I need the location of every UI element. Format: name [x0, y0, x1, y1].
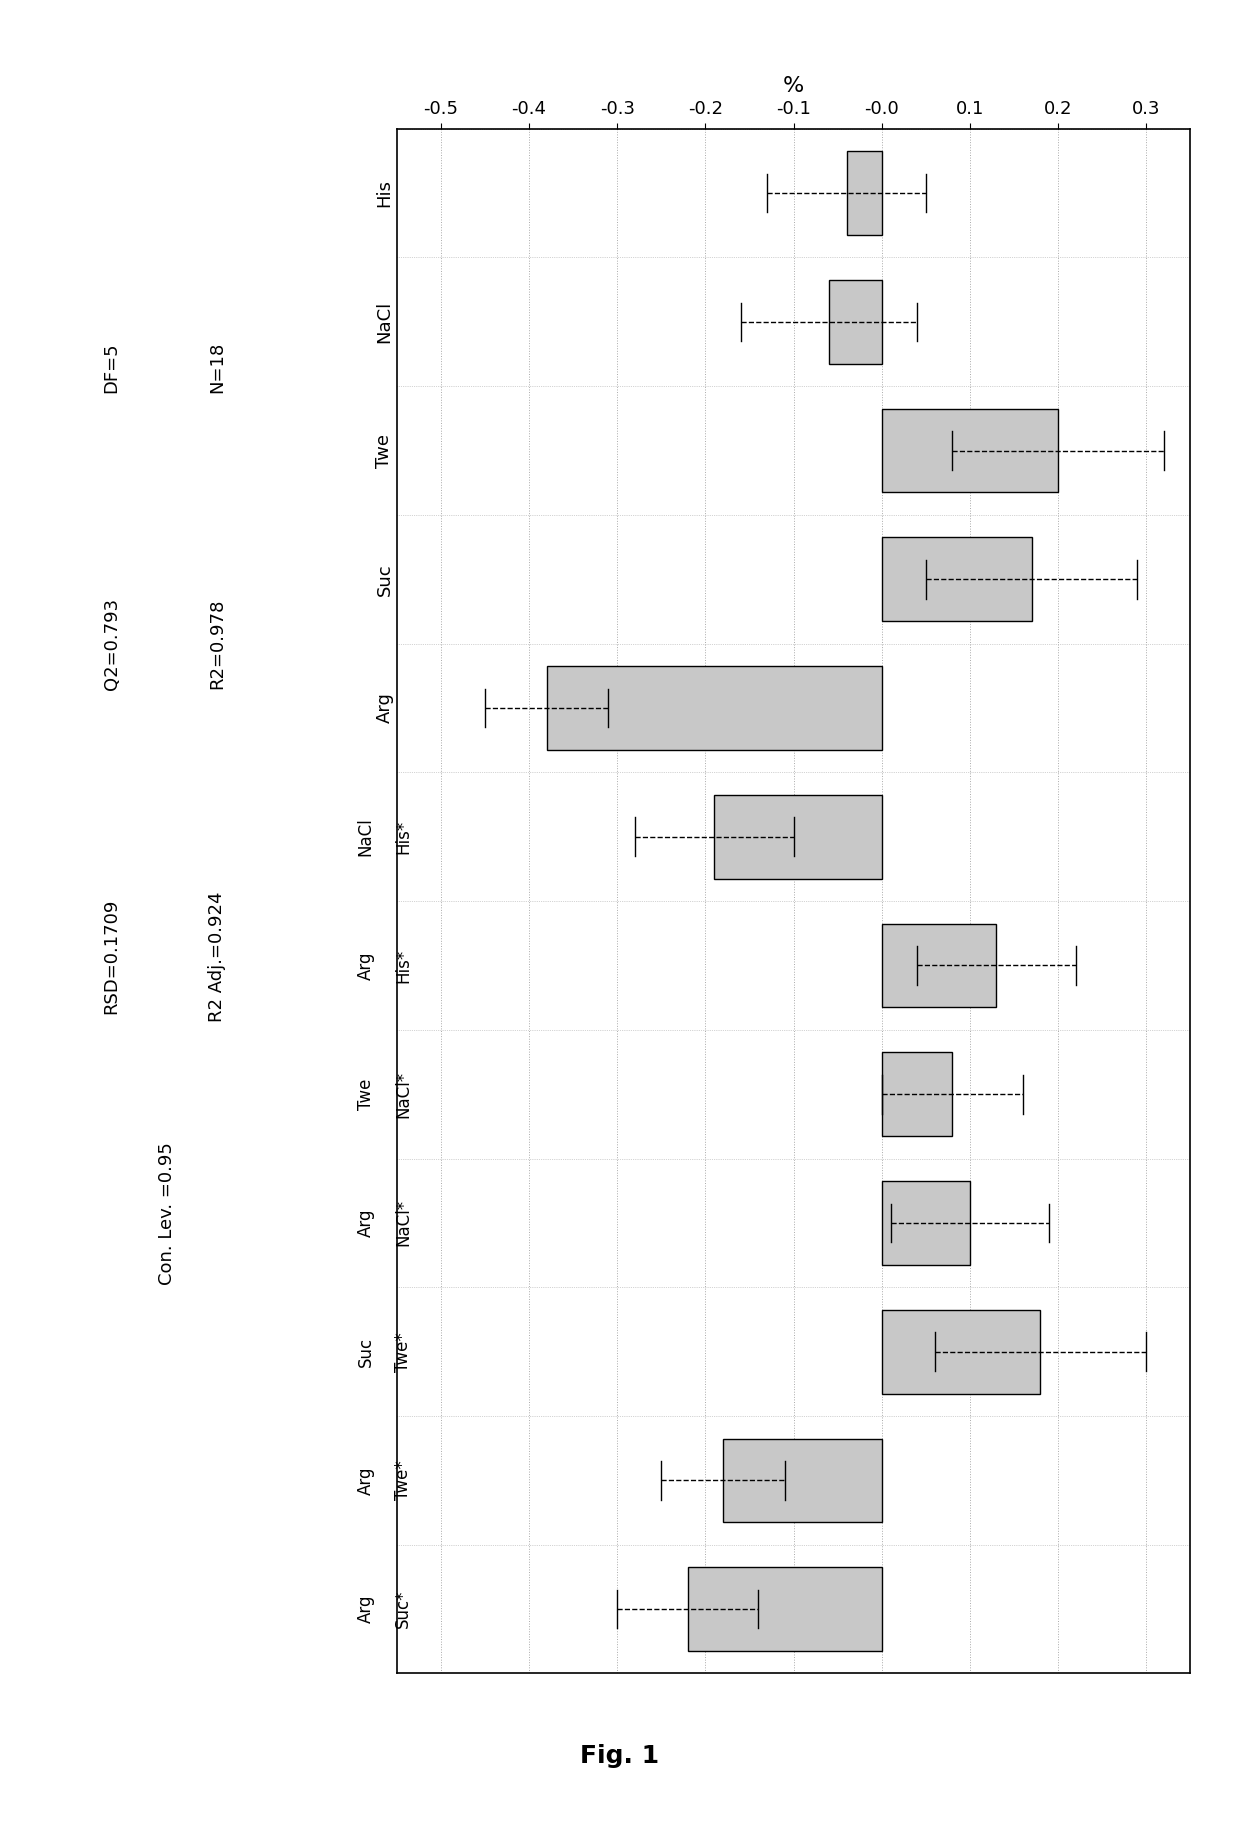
Text: NaCl: NaCl	[357, 817, 374, 857]
Bar	[882, 1309, 1040, 1394]
Bar	[882, 1052, 952, 1137]
Text: RSD=0.1709: RSD=0.1709	[103, 899, 120, 1013]
Text: His*: His*	[394, 949, 412, 982]
Bar	[547, 666, 882, 750]
Text: Twe*: Twe*	[394, 1331, 412, 1372]
Bar	[882, 1181, 970, 1265]
Bar	[714, 794, 882, 879]
Text: R2 Adj.=0.924: R2 Adj.=0.924	[208, 892, 226, 1021]
Text: Q2=0.793: Q2=0.793	[103, 598, 120, 690]
Bar	[828, 280, 882, 364]
Text: Arg: Arg	[376, 693, 393, 723]
Text: His*: His*	[394, 820, 412, 853]
Text: Suc: Suc	[376, 563, 393, 596]
Text: Arg: Arg	[357, 1594, 374, 1624]
Text: Twe: Twe	[376, 434, 393, 467]
Bar	[688, 1567, 882, 1651]
Bar	[882, 537, 1032, 622]
Text: Twe*: Twe*	[394, 1460, 412, 1501]
Text: Twe: Twe	[357, 1078, 374, 1111]
Text: Suc*: Suc*	[394, 1591, 412, 1628]
Text: NaCl*: NaCl*	[394, 1070, 412, 1118]
Bar	[723, 1438, 882, 1523]
Text: Suc: Suc	[357, 1337, 374, 1366]
Text: Con. Lev. =0.95: Con. Lev. =0.95	[159, 1142, 176, 1285]
Text: Arg: Arg	[357, 951, 374, 980]
Text: NaCl: NaCl	[376, 302, 393, 342]
Bar	[882, 923, 997, 1008]
Text: R2=0.978: R2=0.978	[208, 598, 226, 690]
Text: DF=5: DF=5	[103, 342, 120, 394]
Bar	[847, 151, 882, 235]
Bar	[882, 408, 1058, 493]
Text: NaCl*: NaCl*	[394, 1199, 412, 1247]
Text: Arg: Arg	[357, 1466, 374, 1495]
Text: His: His	[376, 178, 393, 208]
Text: Arg: Arg	[357, 1208, 374, 1238]
Text: N=18: N=18	[208, 342, 226, 394]
Text: Fig. 1: Fig. 1	[580, 1743, 660, 1769]
X-axis label: %: %	[782, 75, 805, 96]
